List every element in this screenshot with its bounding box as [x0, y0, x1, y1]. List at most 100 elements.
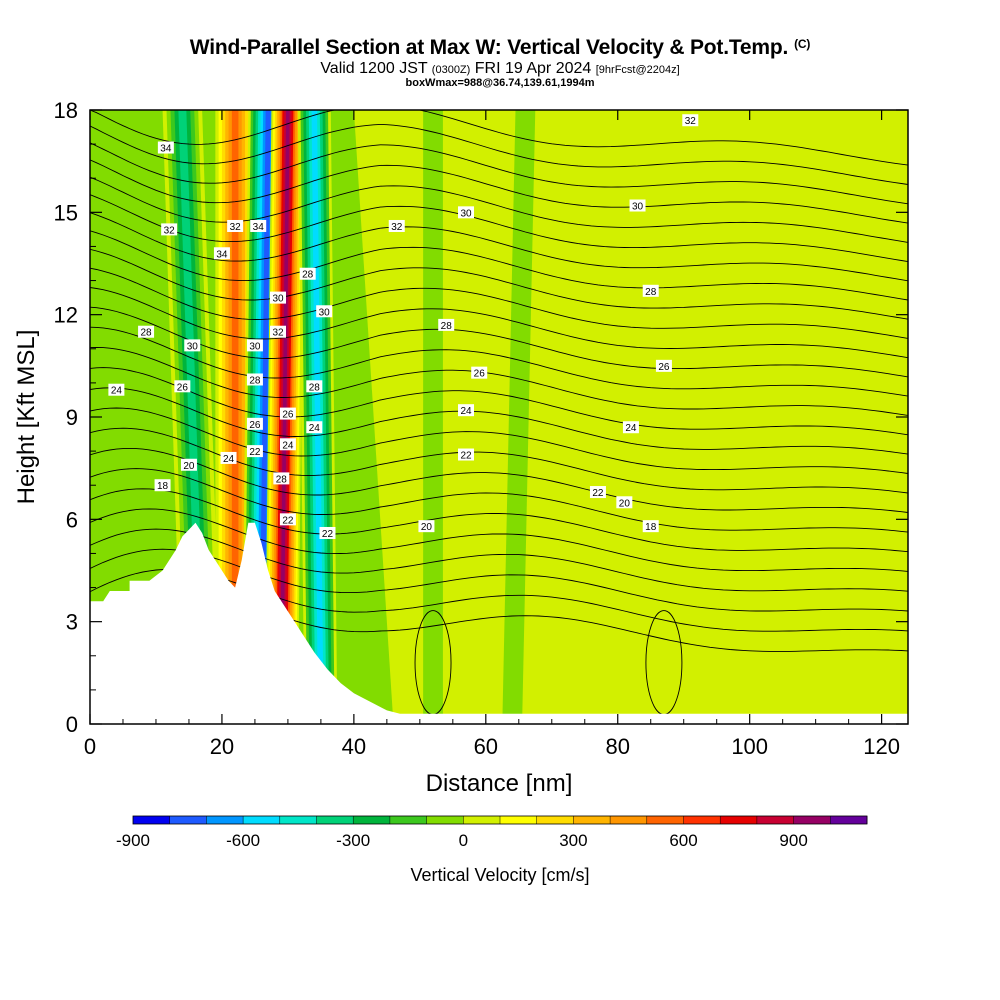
contour-label-box	[184, 339, 201, 352]
colorbar-label: Vertical Velocity [cm/s]	[410, 865, 589, 885]
contour-label: 26	[249, 420, 261, 431]
contour-label-box	[227, 219, 244, 232]
contour-label: 34	[160, 144, 172, 155]
y-tick-label: 3	[66, 610, 78, 635]
contour-label: 26	[282, 410, 294, 421]
contour-label-box	[246, 417, 263, 430]
contour-label: 30	[187, 341, 199, 352]
isentrope-line	[90, 488, 908, 553]
contour-label: 30	[272, 294, 284, 305]
contour-label: 20	[619, 498, 631, 509]
contour-label-box	[438, 318, 455, 331]
contour-label: 22	[592, 488, 604, 499]
colorbar-swatch	[206, 816, 244, 824]
colorbar: -900 -600 -300 0 300 600 900	[116, 815, 868, 850]
axes: 0 20 40 60 80 100 120 0 3 6 9 12 15 18	[54, 98, 908, 759]
contour-label: 28	[249, 375, 261, 386]
colorbar-swatch	[756, 816, 795, 824]
contour-label: 30	[460, 208, 472, 219]
isentrope-line	[90, 142, 908, 205]
contour-label-box	[250, 219, 267, 232]
velocity-band-layer	[423, 110, 443, 724]
contour-label-box	[589, 486, 606, 499]
contour-label: 24	[309, 423, 321, 434]
colorbar-swatch	[316, 816, 354, 824]
colorbar-tick-label: 300	[559, 831, 587, 850]
contour-label: 28	[645, 287, 657, 298]
isentrope-line	[90, 508, 908, 572]
colorbar-swatch	[610, 816, 648, 824]
isentrope-line	[90, 248, 908, 320]
contour-label: 34	[216, 249, 228, 260]
contour-label: 24	[282, 440, 294, 451]
valid-prefix: Valid 1200 JST	[320, 60, 428, 77]
velocity-band-layer	[311, 110, 324, 724]
colorbar-swatch	[500, 816, 538, 824]
isentrope-line	[90, 123, 908, 185]
isentrope-line	[90, 447, 908, 513]
isentrope-line	[90, 159, 908, 224]
contour-label-box	[157, 141, 174, 154]
colorbar-swatch	[426, 816, 464, 824]
contour-label-box	[458, 404, 475, 417]
x-tick-label: 40	[342, 734, 366, 759]
isentrope-line	[90, 230, 908, 301]
colorbar-swatch	[536, 816, 574, 824]
x-tick-label: 100	[731, 734, 768, 759]
x-axis-label: Distance [nm]	[426, 770, 573, 797]
contour-label: 30	[249, 341, 261, 352]
contour-label: 32	[685, 116, 697, 127]
isentrope-line	[90, 194, 908, 263]
chart-title: Wind-Parallel Section at Max W: Vertical…	[0, 36, 1000, 60]
contour-label: 28	[141, 328, 153, 339]
isentrope-line	[90, 176, 908, 243]
isentrope-line	[90, 548, 908, 612]
contour-label: 26	[658, 362, 670, 373]
contour-label-box	[418, 520, 435, 533]
contour-label-box	[319, 526, 336, 539]
contour-label-box	[273, 472, 290, 485]
contour-label: 32	[164, 225, 176, 236]
contour-label-box	[299, 267, 316, 280]
x-tick-label: 0	[84, 734, 96, 759]
contour-label: 18	[157, 481, 169, 492]
colorbar-swatch	[646, 816, 684, 824]
contour-label: 22	[322, 529, 334, 540]
contour-label: 22	[460, 451, 472, 462]
y-axis-label: Height [Kft MSL]	[13, 330, 40, 505]
contour-label: 20	[183, 461, 195, 472]
colorbar-tick-label: 600	[669, 831, 697, 850]
colorbar-swatch	[243, 816, 281, 824]
terrain	[90, 522, 908, 724]
contour-label-box	[622, 421, 639, 434]
chart-title-text: Wind-Parallel Section at Max W: Vertical…	[189, 36, 789, 59]
colorbar-swatch	[389, 816, 428, 824]
contour-label: 30	[632, 202, 644, 213]
box-info: boxWmax=988@36.74,139.61,1994m	[405, 77, 595, 89]
contour-label: 24	[223, 454, 235, 465]
colorbar-swatch	[683, 816, 721, 824]
contour-label-box	[213, 247, 230, 260]
contour-label-box	[306, 421, 323, 434]
contour-label: 22	[249, 447, 261, 458]
contour-label: 32	[272, 328, 284, 339]
contour-label-box	[682, 114, 699, 127]
colorbar-swatch	[133, 816, 171, 824]
contour-label-box	[180, 458, 197, 471]
contour-labels: 34 32 28 24 18 20 26 30 34 32 34 24 30 28 26 22 30 32 26 24…	[108, 114, 699, 540]
contour-label: 30	[319, 307, 331, 318]
isentrope-line	[90, 326, 908, 397]
y-tick-label: 6	[66, 507, 78, 532]
contour-label-box	[388, 219, 405, 232]
isentrope-line	[90, 212, 908, 282]
contour-label-box	[642, 520, 659, 533]
contour-label: 32	[391, 222, 403, 233]
contour-label: 34	[253, 222, 265, 233]
contour-label-box	[161, 223, 178, 236]
forecast-info: [9hrFcst@2204z]	[595, 64, 680, 76]
x-tick-label: 60	[474, 734, 498, 759]
y-tick-label: 18	[54, 98, 78, 123]
contour-label-box	[279, 407, 296, 420]
colorbar-swatch	[830, 816, 868, 824]
colorbar-tick-label: -600	[226, 831, 260, 850]
